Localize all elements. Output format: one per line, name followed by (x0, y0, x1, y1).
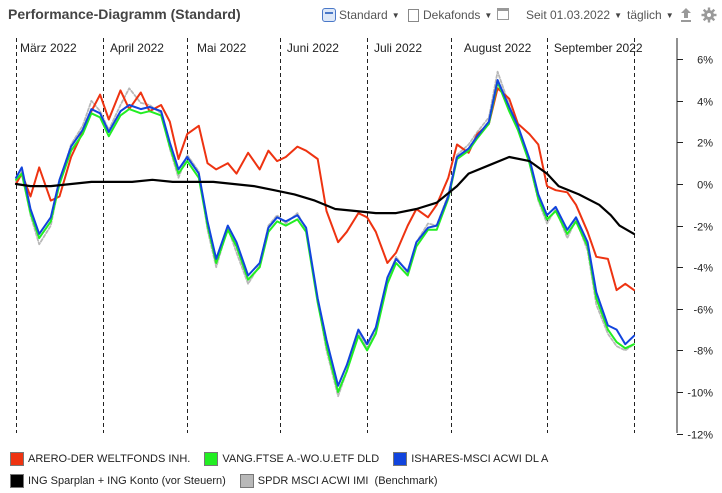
period-select[interactable]: Seit 01.03.2022 ▼ (526, 8, 622, 22)
month-label: September 2022 (554, 41, 643, 55)
series-line (14, 155, 636, 235)
y-tick-label: 0% (697, 180, 713, 192)
legend-swatch (239, 474, 254, 488)
legend-label: ING Sparplan + ING Konto (vor Steuern) (28, 475, 226, 487)
legend-swatch (10, 474, 24, 488)
month-label: März 2022 (20, 41, 77, 55)
calendar-icon (497, 8, 509, 20)
legend-swatch (393, 452, 408, 466)
legend-swatch (10, 452, 24, 466)
date-picker-button[interactable] (497, 8, 513, 20)
y-tick-label: 2% (697, 138, 713, 150)
legend-item[interactable]: VANG.FTSE A.-WO.U.ETF DLD (204, 452, 379, 466)
interval-select[interactable]: täglich ▼ (627, 8, 674, 22)
chart-title: Performance-Diagramm (Standard) (8, 6, 241, 22)
view-select-label: Standard (339, 8, 388, 22)
y-tick-label: -4% (693, 263, 713, 275)
y-axis-ticks: 6% 4% 2% 0% -2% -4% -6% -8% -10% -12% (677, 55, 713, 442)
month-marker-lines (16, 38, 635, 433)
legend-row: ING Sparplan + ING Konto (vor Steuern) SP… (10, 470, 710, 492)
y-tick-label: -2% (693, 222, 713, 234)
month-label: Juni 2022 (287, 41, 339, 55)
settings-button[interactable] (701, 6, 717, 24)
legend-label: ARERO-DER WELTFONDS INH. (28, 453, 191, 465)
chevron-down-icon: ▼ (614, 10, 622, 20)
legend-row: ARERO-DER WELTFONDS INH. VANG.FTSE A.-WO.… (10, 448, 710, 470)
y-tick-label: -12% (687, 430, 713, 442)
month-label: Mai 2022 (197, 41, 247, 55)
chevron-down-icon: ▼ (665, 10, 674, 20)
y-tick-label: -10% (687, 388, 713, 400)
series-line (15, 79, 635, 387)
compare-select[interactable]: Dekafonds ▼ (408, 8, 492, 22)
performance-chart: März 2022 April 2022 Mai 2022 Juni 2022 Juli… (14, 38, 713, 442)
legend-label: ISHARES-MSCI ACWI DL A (411, 453, 549, 465)
chevron-down-icon: ▼ (391, 10, 400, 20)
month-labels: März 2022 April 2022 Mai 2022 Juni 2022 Juli… (20, 41, 643, 55)
legend-label: SPDR MSCI ACWI IMI (Benchmark) (257, 475, 438, 487)
period-select-label: Seit 01.03.2022 (526, 8, 611, 22)
month-label: April 2022 (110, 41, 164, 55)
month-label: Juli 2022 (374, 41, 422, 55)
document-icon (408, 8, 419, 22)
month-label: August 2022 (464, 41, 532, 55)
legend-swatch (204, 452, 219, 466)
legend-item[interactable]: ISHARES-MSCI ACWI DL A (393, 452, 548, 466)
standard-view-icon (322, 8, 336, 22)
share-button[interactable] (678, 6, 694, 24)
chart-header: Performance-Diagramm (Standard) Standard… (0, 0, 722, 30)
y-tick-label: 4% (697, 97, 713, 109)
legend-item[interactable]: SPDR MSCI ACWI IMI (Benchmark) (239, 474, 438, 488)
share-icon (681, 8, 691, 22)
y-tick-label: -8% (693, 346, 713, 358)
y-tick-label: 6% (697, 55, 713, 67)
series-lines (14, 70, 636, 398)
interval-select-label: täglich (627, 8, 662, 22)
legend-item[interactable]: ARERO-DER WELTFONDS INH. (10, 452, 190, 466)
series-line (15, 87, 635, 292)
chevron-down-icon: ▼ (484, 10, 493, 20)
series-line (15, 81, 635, 393)
settings-gear-icon (701, 7, 717, 23)
view-select[interactable]: Standard ▼ (322, 8, 400, 22)
legend-label: VANG.FTSE A.-WO.U.ETF DLD (222, 453, 380, 465)
chart-legend: ARERO-DER WELTFONDS INH. VANG.FTSE A.-WO.… (10, 448, 710, 492)
compare-select-label: Dekafonds (423, 8, 481, 22)
y-tick-label: -6% (693, 305, 713, 317)
legend-item[interactable]: ING Sparplan + ING Konto (vor Steuern) (10, 474, 226, 488)
